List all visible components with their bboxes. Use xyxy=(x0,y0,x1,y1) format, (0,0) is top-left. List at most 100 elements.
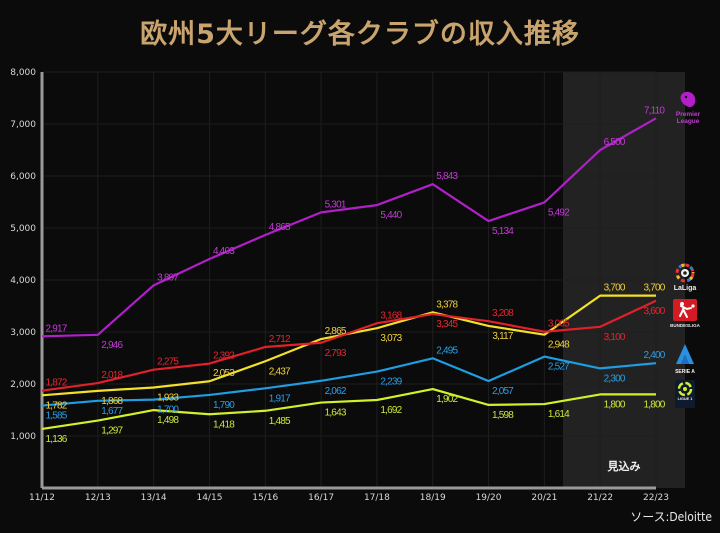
x-tick-label: 13/14 xyxy=(141,493,167,503)
x-tick-label: 11/12 xyxy=(29,493,55,503)
data-label-premier-league: 3,897 xyxy=(157,272,179,283)
data-label-bundesliga: 1,872 xyxy=(45,378,67,389)
data-label-laliga: 2,948 xyxy=(548,340,570,351)
premier-league-logo-text-2: League xyxy=(677,118,700,125)
x-tick-label: 21/22 xyxy=(587,493,613,503)
premier-league-logo-text-1: Premier xyxy=(676,111,701,118)
data-label-laliga: 3,378 xyxy=(436,299,458,310)
data-label-premier-league: 5,134 xyxy=(492,226,514,237)
data-label-serie-a: 2,300 xyxy=(604,373,626,384)
data-label-ligue-1: 1,614 xyxy=(548,409,570,420)
data-label-bundesliga: 2,275 xyxy=(157,357,179,368)
bundesliga-logo-text: BUNDESLIGA xyxy=(670,323,701,328)
serie-a-logo: SERIE A xyxy=(675,344,695,375)
ligue1-logo-text: LIGUE 1 xyxy=(678,397,693,401)
premier-league-lion-icon xyxy=(680,91,696,107)
data-label-serie-a: 1,917 xyxy=(269,393,291,404)
y-tick-label: 2,000 xyxy=(10,380,36,390)
data-label-bundesliga: 3,600 xyxy=(643,306,665,317)
laliga-logo-text: LaLiga xyxy=(674,285,697,292)
data-label-premier-league: 2,946 xyxy=(101,340,123,351)
data-label-laliga: 3,117 xyxy=(492,331,514,342)
data-labels: 2,917 2,946 3,897 4,403 4,865 5,301 5,440 5,843… xyxy=(45,105,666,445)
data-label-ligue-1: 1,800 xyxy=(643,399,665,410)
data-label-ligue-1: 1,136 xyxy=(45,434,67,445)
data-label-ligue-1: 1,902 xyxy=(436,394,458,405)
data-label-premier-league: 6,500 xyxy=(604,137,626,148)
x-tick-label: 15/16 xyxy=(252,493,278,503)
data-label-premier-league: 5,492 xyxy=(548,207,570,218)
data-label-laliga: 2,865 xyxy=(325,326,347,337)
data-label-serie-a: 1,585 xyxy=(45,411,67,422)
ligue1-logo: LIGUE 1 xyxy=(675,380,695,408)
data-label-premier-league: 7,110 xyxy=(644,105,666,116)
data-label-bundesliga: 3,345 xyxy=(436,319,458,330)
bundesliga-logo: BUNDESLIGA xyxy=(670,299,701,328)
x-tick-label: 12/13 xyxy=(85,493,111,503)
premier-league-logo: Premier League xyxy=(676,91,701,125)
chart-title: 欧州5大リーグ各クラブの収入推移 xyxy=(140,19,580,50)
data-label-bundesliga: 3,208 xyxy=(492,308,514,319)
x-tick-label: 22/23 xyxy=(643,493,669,503)
data-label-ligue-1: 1,498 xyxy=(157,415,179,426)
x-axis-ticks: 11/12 12/13 13/14 14/15 15/16 16/17 17/18 18/19… xyxy=(29,493,669,503)
serie-a-logo-text: SERIE A xyxy=(675,369,695,375)
data-label-ligue-1: 1,598 xyxy=(492,410,514,421)
x-tick-label: 14/15 xyxy=(196,493,222,503)
data-label-bundesliga: 2,392 xyxy=(213,351,235,362)
data-label-laliga: 3,073 xyxy=(380,333,402,344)
data-label-serie-a: 2,062 xyxy=(325,386,347,397)
x-tick-label: 16/17 xyxy=(308,493,334,503)
data-label-premier-league: 5,440 xyxy=(380,210,402,221)
data-label-serie-a: 1,677 xyxy=(101,406,123,417)
data-label-ligue-1: 1,643 xyxy=(325,408,347,419)
y-tick-label: 5,000 xyxy=(10,224,36,234)
data-label-premier-league: 2,917 xyxy=(45,323,67,334)
data-label-serie-a: 2,400 xyxy=(643,350,665,361)
data-label-premier-league: 4,403 xyxy=(213,246,235,257)
x-tick-label: 18/19 xyxy=(420,493,446,503)
data-label-premier-league: 4,865 xyxy=(269,222,291,233)
y-axis-ticks: 1,000 2,000 3,000 4,000 5,000 6,000 7,000 8,000 xyxy=(10,68,36,442)
data-label-ligue-1: 1,418 xyxy=(213,419,235,430)
data-label-laliga: 1,782 xyxy=(45,400,67,411)
data-label-ligue-1: 1,485 xyxy=(269,416,291,427)
y-tick-label: 8,000 xyxy=(10,68,36,78)
source-note: ソース:Deloitte xyxy=(630,510,712,524)
data-label-ligue-1: 1,297 xyxy=(101,426,123,437)
x-tick-label: 19/20 xyxy=(476,493,502,503)
y-tick-label: 7,000 xyxy=(10,120,36,130)
laliga-logo: LaLiga xyxy=(674,263,697,292)
series-lines xyxy=(41,117,657,431)
data-label-serie-a: 2,527 xyxy=(548,362,570,373)
series-line-bundesliga xyxy=(41,299,657,392)
bundesliga-player-icon xyxy=(673,299,697,321)
series-line-ligue-1 xyxy=(41,387,656,431)
forecast-label: 見込み xyxy=(607,459,641,473)
data-label-serie-a: 1,700 xyxy=(157,405,179,416)
data-label-bundesliga: 3,168 xyxy=(380,310,402,321)
data-label-bundesliga: 3,005 xyxy=(548,319,570,330)
series-line-premier-league xyxy=(41,117,657,338)
data-label-premier-league: 5,301 xyxy=(325,199,347,210)
data-label-laliga: 1,933 xyxy=(157,392,179,403)
league-logos: Premier League LaLiga BUNDESLIGA SERIE A xyxy=(670,91,701,408)
x-tick-label: 17/18 xyxy=(364,493,390,503)
data-label-serie-a: 1,790 xyxy=(213,400,235,411)
y-tick-label: 3,000 xyxy=(10,328,36,338)
data-label-premier-league: 5,843 xyxy=(436,171,458,182)
y-tick-label: 1,000 xyxy=(10,432,36,442)
serie-a-icon xyxy=(676,344,694,364)
data-label-bundesliga: 2,793 xyxy=(325,348,347,359)
data-label-bundesliga: 3,100 xyxy=(604,332,626,343)
data-label-laliga: 1,868 xyxy=(101,396,123,407)
data-label-serie-a: 2,239 xyxy=(380,377,402,388)
data-label-bundesliga: 2,018 xyxy=(101,370,123,381)
data-label-serie-a: 2,057 xyxy=(492,386,514,397)
y-tick-label: 4,000 xyxy=(10,276,36,286)
data-label-serie-a: 2,495 xyxy=(436,345,458,356)
data-label-laliga: 3,700 xyxy=(643,283,665,294)
data-label-laliga: 2,053 xyxy=(213,368,235,379)
ligue1-ball-icon xyxy=(677,381,693,397)
